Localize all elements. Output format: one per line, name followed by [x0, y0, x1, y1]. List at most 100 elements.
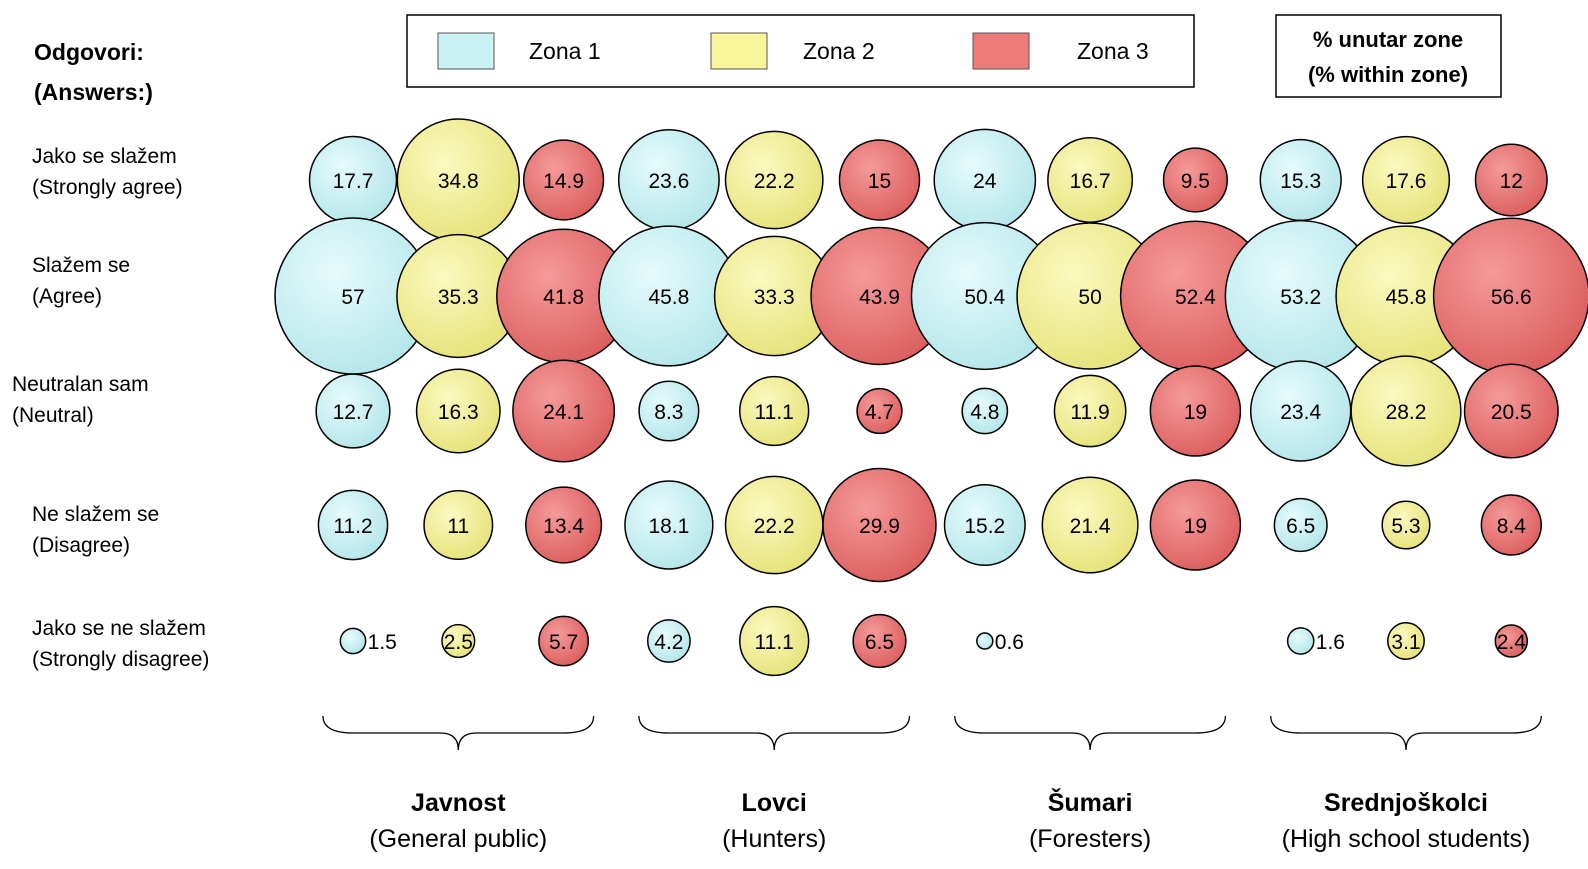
group-subtitle: (High school students)	[1282, 825, 1531, 853]
group-subtitle: (General public)	[369, 825, 547, 853]
group-brace	[954, 715, 1227, 751]
group-title: Šumari	[1048, 787, 1133, 817]
group-brace	[638, 715, 911, 751]
legend-label-zona-3: Zona 3	[1077, 38, 1149, 64]
bubble-zona-2	[1053, 374, 1127, 448]
bubble-zona-3	[1149, 479, 1242, 571]
bubble-value-label: 11	[447, 515, 469, 538]
bubble-zona-3	[1149, 365, 1242, 457]
group-subtitle: (Hunters)	[722, 825, 826, 853]
bubble-value-label: 24	[973, 170, 997, 193]
bubble-zona-1	[1273, 497, 1328, 553]
bubble-value-label: 15.2	[964, 515, 1005, 538]
bubble-value-label: 11.1	[755, 401, 794, 424]
bubble-value-label: 16.3	[438, 401, 479, 424]
row-label-hr: Ne slažem se	[32, 503, 159, 526]
group-title: Javnost	[411, 789, 506, 817]
row-label-en: (Agree)	[32, 285, 102, 308]
bubble-zona-3	[822, 467, 937, 583]
bubble-value-label: 15	[868, 170, 891, 193]
bubble-layer: 17.7 57 12.7 11.2 1.5 34.8 35.3 16.3 11 2.5 14.9 41…	[274, 118, 1588, 677]
bubble-zona-3	[522, 139, 605, 221]
row-label-en: (Strongly disagree)	[32, 648, 209, 671]
group-title: Srednjoškolci	[1324, 789, 1488, 817]
bubble-zona-1	[315, 373, 391, 449]
bubble-value-label: 21.4	[1070, 515, 1111, 538]
bubble-value-label: 18.1	[648, 515, 689, 538]
bubble-value-label: 6.5	[865, 631, 894, 654]
bubble-value-label: 3.1	[1391, 631, 1420, 654]
bubble-value-label: 52.4	[1175, 286, 1216, 309]
bubble-value-label: 11.9	[1070, 401, 1109, 424]
bubble-zona-1	[624, 480, 714, 570]
bubble-zona-1	[646, 619, 691, 663]
bubble-zona-2	[724, 130, 824, 230]
bubble-zona-3	[1474, 143, 1548, 217]
bubble-value-label: 14.9	[543, 170, 584, 193]
row-label-en: (Neutral)	[12, 404, 94, 427]
legend-swatch-zona-2	[710, 32, 768, 70]
bubble-value-label: 23.6	[648, 170, 689, 193]
bubble-value-label: 2.5	[444, 631, 473, 654]
bubble-zona-2	[739, 605, 810, 677]
group-brace	[1270, 715, 1542, 751]
bubble-value-label: 57	[341, 286, 364, 309]
bubble-zona-3	[856, 387, 903, 435]
bubble-value-label: 5.3	[1391, 515, 1420, 538]
bubble-zona-2	[1381, 500, 1431, 550]
group-axis: Javnost (General public) Lovci (Hunters) Šum…	[322, 715, 1542, 853]
bubble-zona-1	[1286, 627, 1315, 655]
bubble-value-label: 11.1	[755, 631, 794, 654]
bubble-value-label: 1.6	[1316, 631, 1345, 654]
group-brace	[322, 715, 595, 751]
row-labels: Jako se slažem (Strongly agree) Slažem s…	[12, 145, 209, 671]
bubble-zona-3	[538, 615, 590, 667]
bubble-value-label: 17.6	[1386, 170, 1427, 193]
bubble-value-label: 43.9	[859, 286, 900, 309]
bubble-value-label: 33.3	[754, 286, 795, 309]
bubble-value-label: 15.3	[1280, 170, 1321, 193]
bubble-value-label: 4.8	[970, 401, 999, 424]
bubble-value-label: 50.4	[964, 286, 1005, 309]
bubble-value-label: 41.8	[543, 286, 584, 309]
bubble-zona-1	[638, 380, 700, 442]
row-label-en: (Disagree)	[32, 534, 130, 557]
bubble-value-label: 6.5	[1286, 515, 1315, 538]
bubble-value-label: 45.8	[1386, 286, 1427, 309]
bubble-zona-1	[976, 632, 994, 650]
bubble-zona-2	[739, 375, 810, 447]
bubble-zona-3	[1463, 363, 1559, 459]
bubble-value-label: 12.7	[333, 401, 374, 424]
bubble-value-label: 50	[1078, 286, 1101, 309]
legend-frame	[406, 14, 1195, 88]
bubble-value-label: 53.2	[1280, 286, 1321, 309]
bubble-value-label: 17.7	[333, 170, 374, 193]
percent-note-line1: % unutar zone	[1313, 27, 1463, 52]
bubble-zona-1	[339, 627, 367, 655]
bubble-value-label: 56.6	[1491, 286, 1532, 309]
bubble-value-label: 19	[1184, 515, 1207, 538]
bubble-zona-1	[943, 483, 1026, 567]
heading-line2: (Answers:)	[34, 79, 153, 105]
bubble-zona-3	[525, 486, 603, 564]
legend-label-zona-2: Zona 2	[803, 38, 875, 64]
bubble-value-label: 12	[1500, 170, 1523, 193]
group-subtitle: (Foresters)	[1029, 825, 1151, 853]
bubble-zona-2	[1361, 135, 1451, 225]
bubble-zona-1	[317, 489, 389, 561]
legend-swatch-zona-1	[437, 32, 495, 70]
bubble-zona-3	[1162, 147, 1228, 213]
bubble-value-label: 19	[1184, 401, 1207, 424]
bubble-zona-3	[512, 359, 616, 463]
bubble-value-label: 1.5	[368, 631, 397, 654]
bubble-zona-3	[838, 139, 921, 221]
percent-note-line2: (% within zone)	[1308, 62, 1468, 87]
bubble-value-label: 45.8	[648, 286, 689, 309]
bubble-value-label: 9.5	[1181, 170, 1210, 193]
bubble-value-label: 24.1	[543, 401, 584, 424]
bubble-value-label: 22.2	[754, 170, 795, 193]
bubble-value-label: 35.3	[438, 286, 479, 309]
bubble-zona-2	[1041, 476, 1139, 574]
bubble-value-label: 20.5	[1491, 401, 1532, 424]
percent-note-box: % unutar zone (% within zone)	[1275, 14, 1502, 98]
